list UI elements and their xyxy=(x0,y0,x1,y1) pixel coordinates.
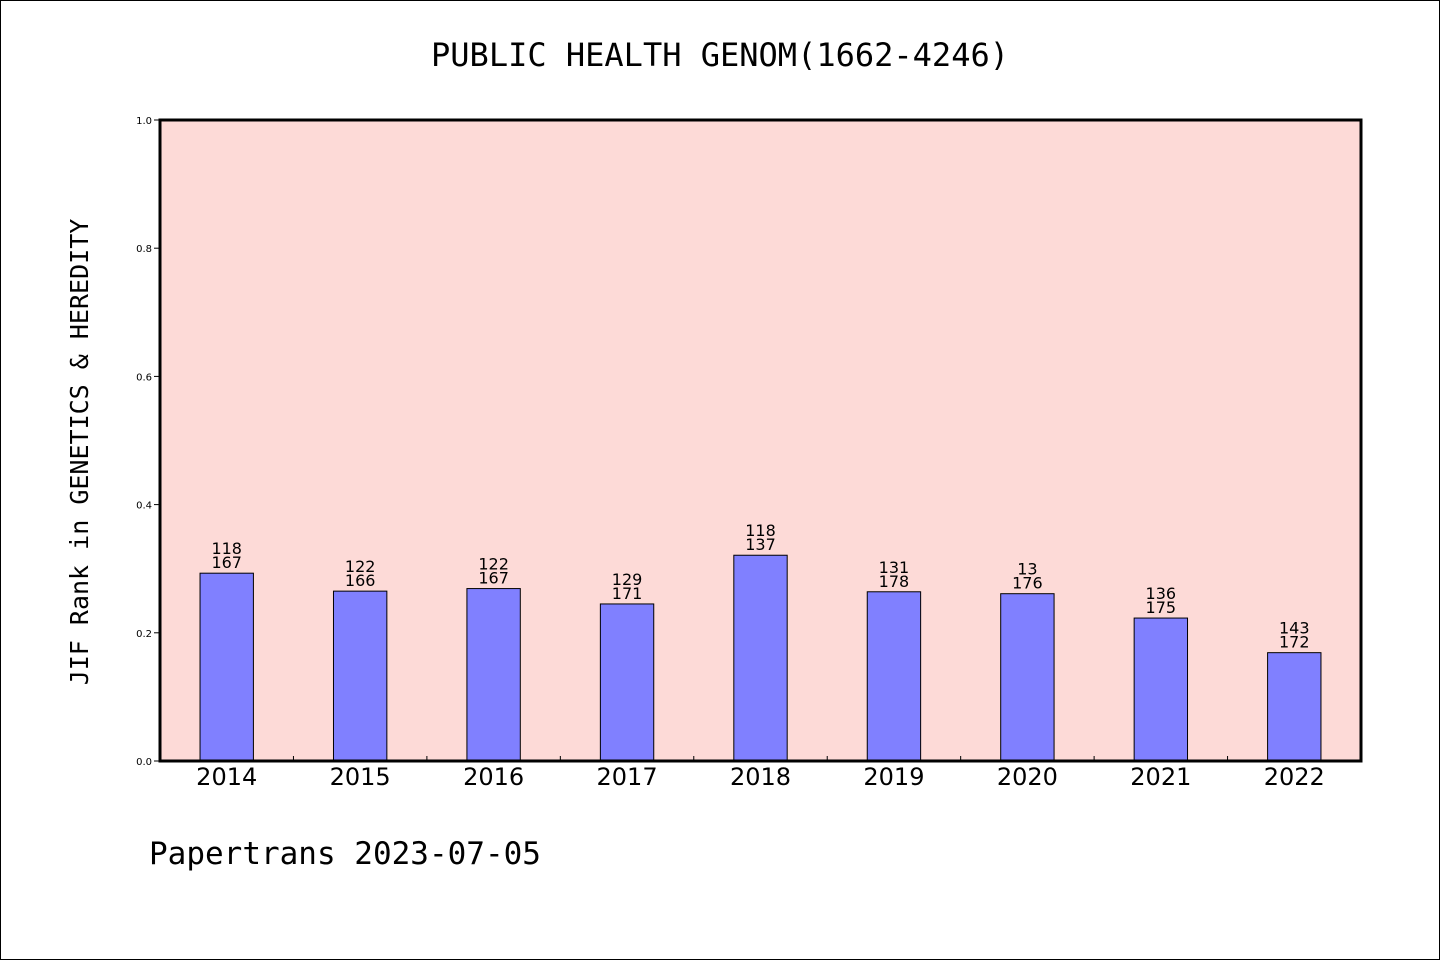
bar-label-bottom: 176 xyxy=(1012,574,1043,593)
bar xyxy=(1133,617,1189,762)
bar-label-top: 131 xyxy=(879,558,910,577)
x-tick-label: 2015 xyxy=(330,763,391,791)
bar-label-top: 122 xyxy=(478,555,509,574)
bar-label-bottom: 167 xyxy=(478,569,509,588)
x-tick-label: 2016 xyxy=(463,763,524,791)
plot-border xyxy=(158,118,1363,763)
y-tick-label: 0.4 xyxy=(136,501,152,512)
bar-label-top: 118 xyxy=(211,539,242,558)
x-tick-label: 2017 xyxy=(597,763,658,791)
bar xyxy=(332,590,388,762)
bar xyxy=(733,554,788,762)
bars xyxy=(199,554,1322,762)
bar-label-top: 13 xyxy=(1017,560,1037,579)
bar-label-bottom: 178 xyxy=(879,572,910,591)
bar-label-bottom: 172 xyxy=(1279,633,1310,652)
bar-label-top: 129 xyxy=(612,570,643,589)
x-tick-label: 2019 xyxy=(863,763,924,791)
y-tick-label: 0.8 xyxy=(136,244,152,255)
y-axis-label: JIF Rank in GENETICS & HEREDITY xyxy=(65,219,94,686)
bar-label-bottom: 171 xyxy=(612,584,643,603)
bar-label-top: 143 xyxy=(1279,619,1310,638)
bar-label-top: 136 xyxy=(1146,584,1177,603)
y-axis-ticks: 0.0 0.2 0.4 0.6 0.8 1.0 xyxy=(136,116,160,768)
bar xyxy=(1267,652,1322,762)
bar-label-top: 122 xyxy=(345,557,376,576)
bar xyxy=(866,591,922,762)
x-tick-label: 2018 xyxy=(730,763,791,791)
bar-label-top: 118 xyxy=(745,521,776,540)
bar-label-bottom: 167 xyxy=(211,553,242,572)
bar-label-bottom: 175 xyxy=(1146,598,1177,617)
footer-text: Papertrans 2023-07-05 xyxy=(149,836,541,872)
bar-label-bottom: 137 xyxy=(745,535,776,554)
bar xyxy=(599,603,655,762)
x-tick-label: 2022 xyxy=(1264,763,1325,791)
bar xyxy=(199,572,254,762)
y-tick-label: 0.0 xyxy=(136,757,152,768)
x-tick-label: 2021 xyxy=(1130,763,1191,791)
x-tick-label: 2020 xyxy=(997,763,1058,791)
bar-label-bottom: 166 xyxy=(345,571,376,590)
y-tick-label: 1.0 xyxy=(136,116,152,127)
bar xyxy=(1000,593,1055,762)
x-tick-label: 2014 xyxy=(196,763,257,791)
y-tick-label: 0.6 xyxy=(136,372,152,383)
chart-title: PUBLIC HEALTH GENOM(1662-4246) xyxy=(431,36,1009,74)
x-axis-ticks: 2014 2015 2016 2017 2018 2019 2020 2021 2022 xyxy=(196,756,1325,791)
bar xyxy=(466,588,521,762)
y-tick-label: 0.2 xyxy=(136,629,152,640)
